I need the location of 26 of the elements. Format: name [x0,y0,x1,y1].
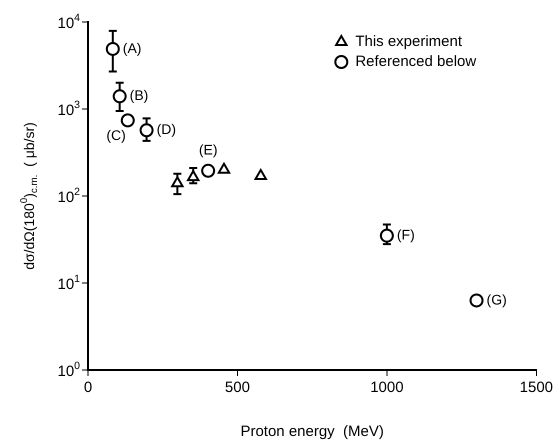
point [140,123,154,138]
annotation: (A) [122,40,142,56]
point [187,170,200,182]
point [470,293,484,308]
point [254,168,267,180]
annotation: (B) [130,87,148,104]
point [120,113,135,128]
point [218,162,230,174]
legend-label: Referenced below [355,53,476,70]
legend-label: This experiment [355,33,463,50]
x-tick-label: 1500 [520,379,554,396]
x-tick-label: 1000 [370,379,404,396]
annotation: (D) [156,121,176,138]
x-tick-label: 0 [84,379,92,396]
annotation: (F) [396,226,415,243]
y-axis-title: dσ/dΩ(1800)c.m. ( μb/sr) [19,122,40,270]
annotation: (C) [106,127,126,144]
point [380,228,394,243]
point [112,89,127,104]
point [171,176,184,188]
x-tick-label: 500 [224,379,250,396]
annotation: (G) [486,291,507,308]
point [106,42,120,56]
point [201,164,216,178]
x-axis-title: Proton energy (MeV) [240,423,384,440]
annotation: (E) [198,142,218,158]
